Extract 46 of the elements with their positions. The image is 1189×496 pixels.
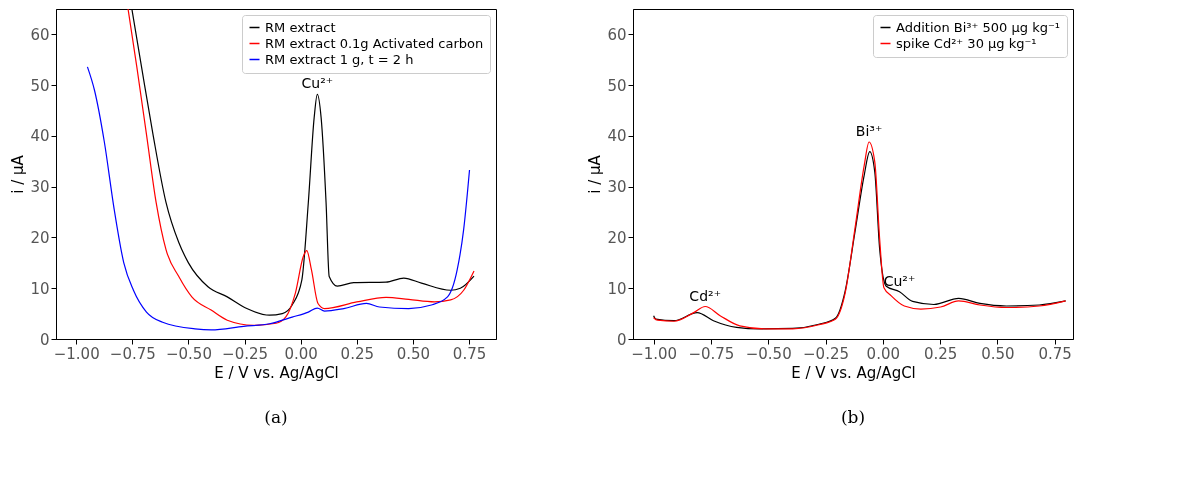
text: (b): [840, 407, 866, 427]
annotation: Cu²⁺: [301, 75, 334, 92]
x-tick-label: 0.50: [981, 344, 1015, 363]
x-tick-label: 0.00: [866, 344, 900, 363]
legend-label: spike Cd²⁺ 30 μg kg⁻¹: [896, 35, 1037, 51]
y-tick-label: 30: [607, 178, 627, 197]
x-tick-label: −0.50: [165, 344, 212, 363]
x-tick-label: 0.50: [396, 344, 431, 363]
y-tick-label: 10: [607, 279, 627, 298]
x-tick-label: 0.25: [923, 344, 958, 363]
annotation: Cu²⁺: [883, 272, 916, 289]
y-tick-label: 60: [607, 25, 627, 44]
x-axis-title: E / V vs. Ag/AgCl: [791, 363, 916, 382]
y-tick-label: 20: [607, 228, 627, 247]
x-tick-label: 0.75: [1038, 344, 1072, 363]
legend-label: RM extract 1 g, t = 2 h: [265, 51, 414, 67]
y-tick-label: 20: [30, 228, 50, 247]
x-tick-label: 0.75: [452, 344, 487, 363]
y-tick-label: 30: [30, 178, 50, 197]
x-tick-label: −1.00: [53, 344, 100, 363]
y-tick-label: 60: [30, 25, 50, 44]
x-tick-label: −1.00: [631, 344, 678, 363]
x-tick-label: 0.25: [340, 344, 375, 363]
y-tick-label: 0: [616, 330, 627, 349]
x-tick-label: 0.00: [284, 344, 318, 363]
annotation: Cd²⁺: [689, 287, 722, 304]
x-axis-title: E / V vs. Ag/AgCl: [214, 363, 339, 382]
legend-label: RM extract 0.1g Activated carbon: [265, 35, 484, 51]
y-tick-label: 50: [607, 76, 627, 95]
y-tick-label: 40: [607, 127, 627, 146]
y-tick-label: 0: [39, 330, 50, 349]
x-tick-label: −0.75: [109, 344, 156, 363]
text: (a): [264, 407, 288, 427]
x-tick-label: −0.75: [688, 344, 735, 363]
line-series: [86, 66, 471, 331]
y-axis-title: i / μA: [586, 154, 605, 194]
y-axis-title: i / μA: [9, 154, 28, 194]
annotation: Bi³⁺: [855, 123, 883, 140]
legend-label: RM extract: [265, 19, 336, 35]
legend-label: Addition Bi³⁺ 500 μg kg⁻¹: [896, 19, 1061, 35]
x-tick-label: −0.50: [745, 344, 792, 363]
y-tick-label: 40: [30, 127, 50, 146]
y-tick-label: 10: [30, 279, 50, 298]
x-tick-label: −0.25: [803, 344, 849, 363]
y-tick-label: 50: [30, 76, 50, 95]
x-tick-label: −0.25: [222, 344, 269, 363]
